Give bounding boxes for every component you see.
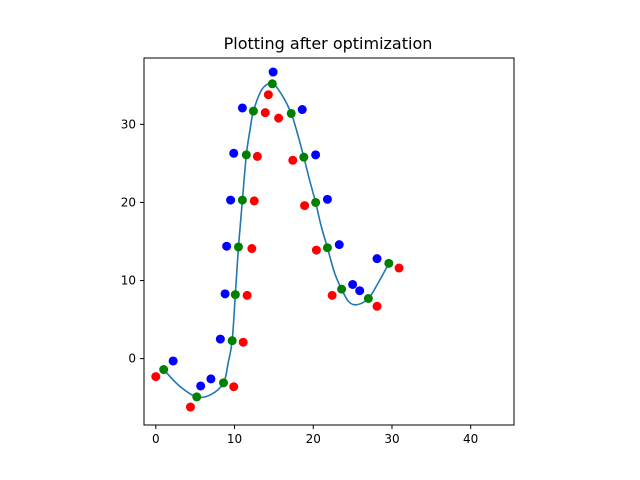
data-point [206,374,216,384]
data-point [226,195,236,205]
plot-frame [143,57,515,426]
data-point [274,113,284,123]
data-point [159,365,169,375]
data-point [185,402,195,412]
data-point [196,381,206,391]
data-point [322,194,332,204]
x-axis: 0 10 20 30 40 [152,425,478,446]
data-point [300,201,310,211]
fit-curve-layer [163,82,390,399]
data-point [268,67,278,77]
y-tick-label: 10 [121,274,136,288]
x-tick-label: 0 [152,432,160,446]
data-point [222,241,232,251]
data-point [311,245,321,255]
data-point [337,284,347,294]
series-1 [151,90,404,412]
data-point [384,258,394,268]
y-tick-label: 20 [121,195,136,209]
x-tick-label: 40 [463,432,478,446]
data-point [229,382,239,392]
data-point [286,108,296,118]
data-point [192,392,202,402]
x-tick-label: 20 [306,432,321,446]
data-point [327,290,337,300]
data-point [230,290,240,300]
x-tick-label: 10 [227,432,242,446]
data-point [267,79,277,89]
data-point [215,334,225,344]
data-point [372,254,382,264]
data-point [322,243,332,253]
data-point [233,242,243,252]
data-point [151,372,161,382]
chart-title: Plotting after optimization [224,34,433,53]
data-point [297,105,307,115]
data-point [229,148,239,158]
data-point [227,336,237,346]
y-axis: 0 10 20 30 [121,117,144,366]
fit-curve [163,82,390,399]
x-tick-label: 30 [384,432,399,446]
data-point [237,195,247,205]
data-point [299,152,309,162]
data-point [220,289,230,299]
series-0 [168,67,382,391]
data-point [288,155,298,165]
data-point [311,150,321,160]
data-point [260,108,270,118]
data-point [348,279,358,289]
data-point [394,263,404,273]
data-point [237,103,247,113]
data-point [247,244,257,254]
series-2 [159,79,394,402]
data-point [238,337,248,347]
data-point [334,240,344,250]
y-tick-label: 30 [121,117,136,131]
data-point [372,301,382,311]
points-layer [151,67,404,412]
data-point [263,90,273,100]
data-point [242,290,252,300]
data-point [363,294,373,303]
data-point [311,197,321,207]
y-tick-label: 0 [128,352,136,366]
data-point [252,151,262,161]
data-point [249,196,259,206]
data-point [248,106,258,116]
data-point [355,286,365,296]
data-point [219,378,229,388]
data-point [168,356,178,366]
data-point [241,150,251,160]
